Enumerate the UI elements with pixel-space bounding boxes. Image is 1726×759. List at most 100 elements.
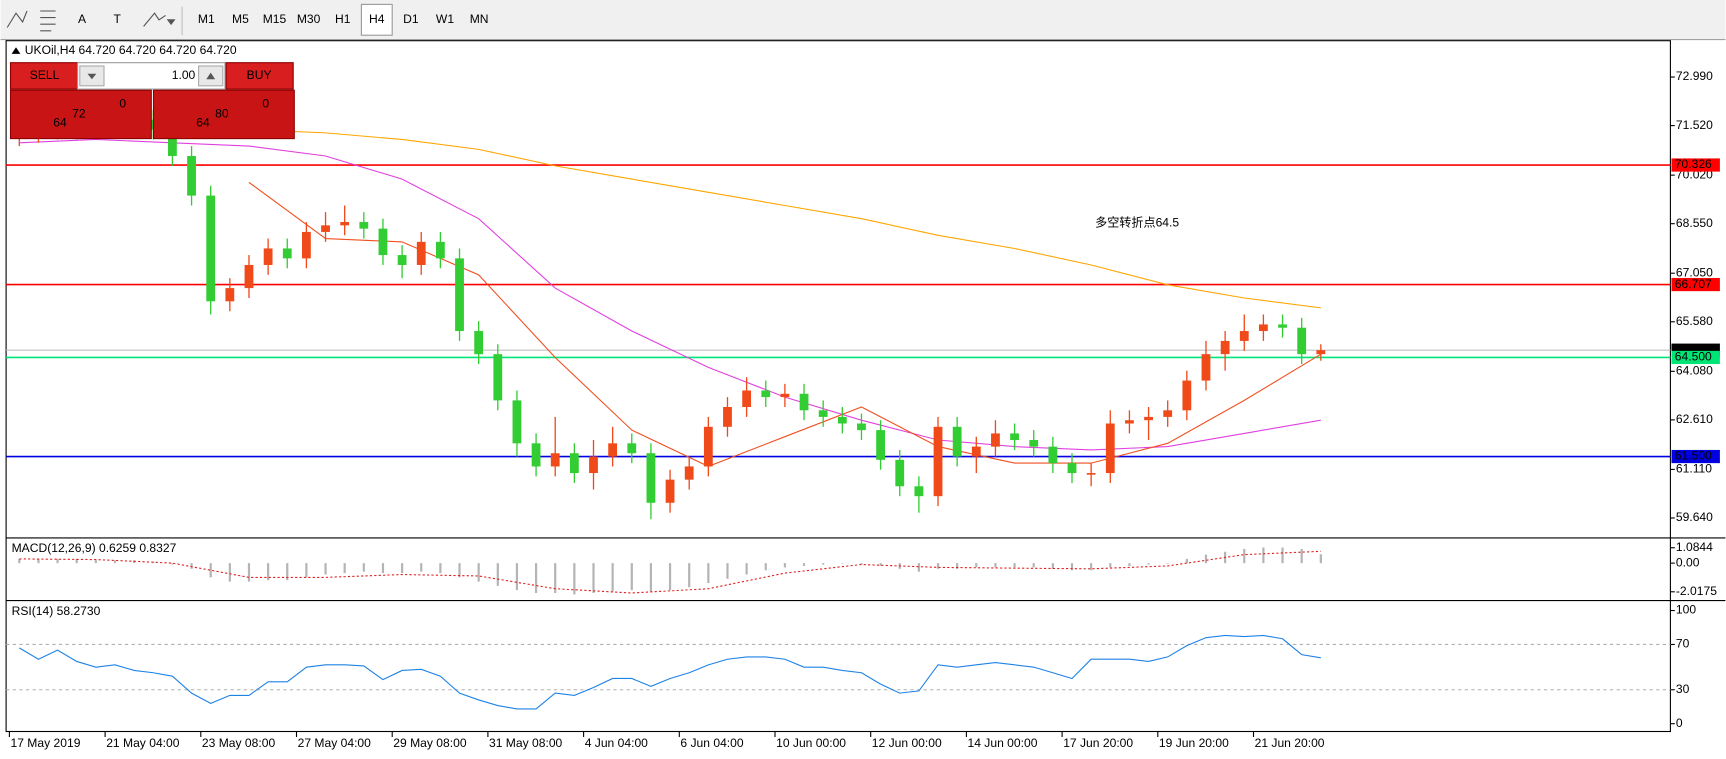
macd-bar bbox=[1032, 563, 1035, 568]
macd-bar bbox=[994, 563, 997, 568]
macd-bar bbox=[420, 563, 423, 572]
price-tag bbox=[1671, 277, 1720, 292]
candle-body bbox=[971, 446, 981, 457]
icon-fib bbox=[40, 10, 56, 32]
y-tick-label: 0.00 bbox=[1676, 555, 1700, 569]
macd-bar bbox=[1128, 563, 1131, 566]
macd-bar bbox=[917, 563, 920, 572]
candle-body bbox=[799, 393, 809, 411]
candle-body bbox=[723, 406, 732, 427]
y-tick-label: 0 bbox=[1676, 716, 1683, 730]
bid-box[interactable] bbox=[9, 89, 152, 140]
candle-body bbox=[646, 453, 656, 503]
lot-value[interactable]: 1.00 bbox=[172, 68, 196, 82]
active-timeframe bbox=[360, 3, 393, 36]
timeframe-button[interactable]: D1 bbox=[403, 12, 419, 26]
x-tick-label: 12 Jun 00:00 bbox=[872, 736, 942, 750]
overlay: UKOil,H4 64.720 64.720 64.720 64.720 MACD… bbox=[9, 43, 295, 618]
x-tick-label: 21 May 04:00 bbox=[106, 736, 180, 750]
y-tick-label: -2.0175 bbox=[1676, 584, 1717, 598]
ask-big: 80 bbox=[215, 107, 229, 121]
y-tick-label: 64.080 bbox=[1676, 364, 1713, 378]
candle-body bbox=[550, 453, 560, 467]
tool-button[interactable]: T bbox=[114, 12, 122, 26]
macd-bar bbox=[975, 563, 978, 568]
timeframe-button[interactable]: M30 bbox=[297, 12, 321, 26]
lot-up-arrow bbox=[206, 72, 216, 80]
buy-button[interactable] bbox=[225, 62, 294, 90]
timeframe-button[interactable]: M1 bbox=[198, 12, 215, 26]
macd-bar bbox=[764, 563, 767, 571]
candle-body bbox=[474, 331, 484, 355]
candle-body bbox=[1010, 433, 1019, 441]
y-tick-label: 70 bbox=[1676, 637, 1690, 651]
candle-body bbox=[1067, 463, 1077, 474]
candle-body bbox=[455, 258, 464, 332]
buy-label[interactable]: BUY bbox=[247, 68, 272, 82]
timeframe-button[interactable]: H4 bbox=[369, 12, 385, 26]
candle-body bbox=[761, 390, 771, 398]
candle-body bbox=[1144, 416, 1153, 421]
y-tick-label: 59.640 bbox=[1676, 510, 1713, 524]
toolbar bbox=[0, 0, 1726, 40]
macd-bar bbox=[879, 563, 882, 566]
price-tag bbox=[1671, 449, 1720, 464]
y-tick-label: 72.990 bbox=[1676, 69, 1713, 83]
sell-label[interactable]: SELL bbox=[30, 68, 60, 82]
macd-bar bbox=[1090, 563, 1093, 571]
macd-bar bbox=[649, 563, 653, 592]
candle-body bbox=[1105, 423, 1115, 474]
macd-bar bbox=[783, 563, 786, 568]
candle-body bbox=[263, 248, 273, 265]
icon-dropdown[interactable] bbox=[166, 19, 176, 26]
macd-bar bbox=[860, 563, 863, 565]
tool-button[interactable]: A bbox=[78, 12, 87, 26]
macd-bar bbox=[707, 563, 710, 584]
candle-body bbox=[703, 426, 713, 467]
moving-average bbox=[19, 138, 1321, 451]
x-tick-label: 27 May 04:00 bbox=[298, 736, 372, 750]
macd-bar bbox=[477, 563, 480, 582]
candle-body bbox=[244, 264, 254, 289]
macd-bar bbox=[1243, 548, 1246, 564]
macd-bar bbox=[1109, 563, 1112, 568]
timeframe-button[interactable]: MN bbox=[470, 12, 489, 26]
macd-bar bbox=[668, 563, 672, 591]
macd-bar bbox=[56, 558, 59, 564]
macd-bar bbox=[802, 563, 806, 566]
macd-bar bbox=[573, 563, 576, 595]
price-tag-label: 64.500 bbox=[1675, 350, 1712, 364]
ask-sup: 0 bbox=[262, 97, 269, 111]
macd-bar bbox=[1300, 548, 1303, 564]
bid-small: 64 bbox=[53, 115, 67, 129]
timeframe-button[interactable]: M15 bbox=[263, 12, 287, 26]
candle-body bbox=[780, 393, 790, 398]
macd-bar bbox=[458, 563, 461, 578]
candle-body bbox=[282, 248, 292, 259]
candle-body bbox=[569, 453, 579, 474]
macd-bar bbox=[592, 563, 595, 593]
sell-button[interactable] bbox=[9, 62, 79, 90]
candle-body bbox=[512, 400, 522, 444]
moving-average bbox=[248, 181, 1322, 467]
candle-body bbox=[225, 288, 235, 302]
y-tick-label: 100 bbox=[1676, 603, 1696, 617]
ask-box[interactable] bbox=[152, 89, 295, 140]
x-tick-label: 19 Jun 20:00 bbox=[1159, 736, 1229, 750]
y-tick-label: 71.520 bbox=[1676, 118, 1713, 132]
macd-bar bbox=[439, 563, 442, 574]
candle-body bbox=[435, 241, 445, 259]
candle-body bbox=[1201, 354, 1211, 381]
symbol-marker bbox=[11, 47, 21, 54]
candle-body bbox=[340, 222, 350, 226]
timeframe-button[interactable]: H1 bbox=[335, 12, 351, 26]
macd-bar bbox=[401, 563, 404, 574]
macd-bar bbox=[745, 563, 748, 575]
macd-bar bbox=[1013, 563, 1016, 568]
timeframe-button[interactable]: M5 bbox=[232, 12, 249, 26]
x-tick-label: 29 May 08:00 bbox=[393, 736, 467, 750]
candle-body bbox=[1163, 410, 1173, 417]
macd-bar bbox=[1166, 563, 1169, 564]
timeframe-button[interactable]: W1 bbox=[436, 12, 454, 26]
